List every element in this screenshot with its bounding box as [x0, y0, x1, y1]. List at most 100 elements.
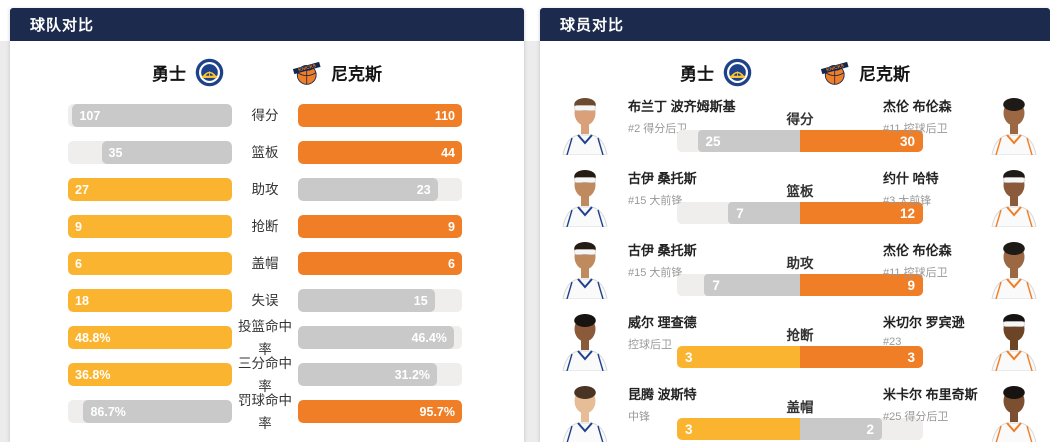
player-photo-right	[987, 165, 1041, 228]
player-stat-row: 威尔 理查德 控球后卫 抢断 3 3 米切尔 罗宾逊 #23	[540, 309, 1050, 381]
stat-value-right: 3	[907, 349, 915, 365]
stat-value-left: 25	[705, 133, 721, 149]
stat-label: 篮板	[251, 145, 279, 160]
warriors-logo	[195, 58, 224, 86]
stat-label: 助攻	[251, 182, 279, 197]
player-name-left: 古伊 桑托斯	[628, 171, 697, 186]
warriors-bar-half: 3	[677, 418, 800, 440]
warriors-logo	[723, 58, 752, 86]
player-headshot	[562, 242, 608, 300]
stat-value-right: 110	[434, 108, 455, 123]
team-stat-row: 6 盖帽 6	[68, 252, 462, 275]
team-warriors: 勇士	[680, 58, 752, 87]
svg-text:KNICKS: KNICKS	[298, 63, 317, 73]
stat-value-left: 3	[685, 421, 693, 437]
warriors-stat-bar: 36.8%	[68, 363, 232, 386]
knicks-bar-half: 9	[800, 274, 923, 296]
team-name-knicks: 尼克斯	[859, 64, 910, 84]
warriors-stat-bar: 27	[68, 178, 232, 201]
warriors-stat-bar: 107	[68, 104, 232, 127]
stat-value-left: 107	[79, 108, 101, 123]
stat-label: 失误	[251, 293, 279, 308]
player-number-position-left: #2 得分后卫	[628, 123, 688, 135]
player-photo-right	[987, 93, 1041, 156]
player-stat-row: 古伊 桑托斯 #15 大前锋 篮板 7 12 约什 哈特 #3 大前锋	[540, 165, 1050, 237]
player-stat-row: 昆腾 波斯特 中锋 盖帽 3 2 米卡尔 布里奇斯 #25 得分后卫	[540, 381, 1050, 442]
stat-value-right: 44	[441, 145, 455, 160]
player-info-left: 古伊 桑托斯 #15 大前锋	[628, 168, 828, 208]
bar-fill: 86.7%	[83, 400, 232, 423]
player-headshot	[562, 386, 608, 442]
player-info-right: 米切尔 罗宾逊 #23	[883, 312, 1043, 348]
team-knicks: KNICKS 尼克斯	[290, 58, 382, 86]
team-comparison-panel: 球队对比 勇士 KNICKS 尼克斯 107 得分 110	[10, 8, 524, 442]
player-info-left: 古伊 桑托斯 #15 大前锋	[628, 240, 828, 280]
panel-title: 球队对比	[30, 17, 95, 34]
stat-value-right: 15	[413, 293, 428, 308]
stat-value-left: 9	[75, 219, 82, 234]
player-stat-row: 布兰丁 波齐姆斯基 #2 得分后卫 得分 25 30 杰伦 布伦森 #11 控球…	[540, 93, 1050, 165]
player-info-right: 杰伦 布伦森 #11 控球后卫	[883, 240, 1043, 280]
player-stat-bar: 7 12	[677, 202, 923, 224]
player-headshot	[562, 98, 608, 156]
bar-fill: 31.2%	[298, 363, 438, 386]
stat-label: 助攻	[786, 256, 814, 271]
player-number-position-left: 控球后卫	[628, 339, 672, 351]
knicks-stat-bar: 44	[298, 141, 462, 164]
warriors-stat-bar: 48.8%	[68, 326, 232, 349]
player-stat-row: 古伊 桑托斯 #15 大前锋 助攻 7 9 杰伦 布伦森 #11 控球后卫	[540, 237, 1050, 309]
stat-value-right: 6	[448, 256, 455, 271]
warriors-stat-bar: 86.7%	[68, 400, 232, 423]
team-stat-row: 35 篮板 44	[68, 141, 462, 164]
stat-value-right: 95.7%	[419, 404, 455, 419]
stat-value-left: 86.7%	[90, 404, 126, 419]
player-photo-right	[987, 309, 1041, 372]
stat-value-right: 9	[448, 219, 455, 234]
knicks-stat-bar: 6	[298, 252, 462, 275]
panel-header: 球员对比	[540, 8, 1050, 41]
stat-label: 投篮命中率	[238, 318, 292, 357]
bar-fill: 3	[677, 346, 800, 368]
bar-fill: 15	[298, 289, 435, 312]
team-name-warriors: 勇士	[152, 64, 186, 84]
warriors-logo	[723, 58, 752, 87]
player-photo-left	[558, 309, 612, 372]
knicks-bar-half: 3	[800, 346, 923, 368]
player-number-position-left: #15 大前锋	[628, 195, 683, 207]
stat-value-left: 48.8%	[75, 330, 111, 345]
stat-value-left: 27	[75, 182, 89, 197]
stat-value-left: 7	[736, 205, 744, 221]
knicks-bar-half: 30	[800, 130, 923, 152]
bar-fill: 3	[677, 418, 800, 440]
bar-fill: 7	[728, 202, 800, 224]
player-info-right: 米卡尔 布里奇斯 #25 得分后卫	[883, 384, 1043, 424]
stat-value-left: 18	[75, 293, 89, 308]
team-stat-row: 36.8% 三分命中率 31.2%	[68, 356, 462, 394]
bar-fill: 27	[68, 178, 232, 201]
bar-fill: 36.8%	[68, 363, 232, 386]
warriors-stat-bar: 6	[68, 252, 232, 275]
stat-value-left: 36.8%	[75, 367, 111, 382]
player-headshot	[991, 98, 1037, 156]
player-number-position-left: 中锋	[628, 411, 650, 423]
bar-fill: 3	[800, 346, 923, 368]
warriors-stat-bar: 9	[68, 215, 232, 238]
knicks-logo: KNICKS	[292, 61, 321, 85]
bar-fill: 35	[101, 141, 232, 164]
player-photo-left	[558, 93, 612, 156]
bar-fill: 12	[800, 202, 923, 224]
stat-value-right: 23	[416, 182, 431, 197]
bar-fill: 46.4%	[298, 326, 454, 349]
stat-label: 篮板	[786, 184, 814, 199]
stat-label: 罚球命中率	[238, 392, 292, 431]
player-photo-left	[558, 237, 612, 300]
bar-fill: 25	[697, 130, 800, 152]
stat-value-right: 30	[899, 133, 915, 149]
bar-fill: 44	[298, 141, 462, 164]
svg-text:KNICKS: KNICKS	[826, 63, 845, 73]
warriors-bar-half: 7	[677, 202, 800, 224]
stat-value-left: 3	[685, 349, 693, 365]
player-headshot	[562, 170, 608, 228]
knicks-stat-bar: 23	[298, 178, 462, 201]
